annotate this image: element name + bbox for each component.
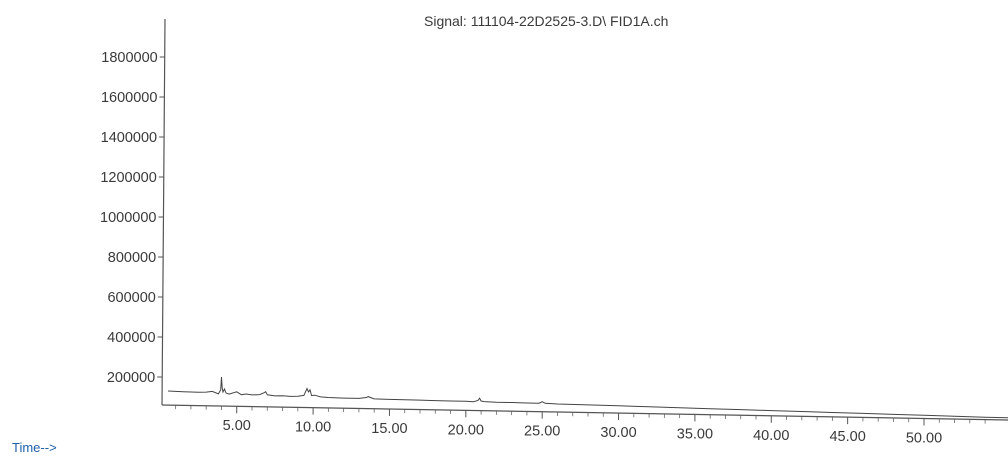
- y-tick-label: 1600000: [101, 90, 157, 106]
- x-tick-label: 10.00: [295, 420, 331, 436]
- y-tick-label: 600000: [107, 290, 155, 306]
- x-tick-label: 20.00: [448, 422, 484, 438]
- y-axis-ticks: 200000 400000 600000 800000 1000000 1200000 14…: [100, 50, 165, 386]
- y-tick-label: 400000: [107, 330, 155, 346]
- x-tick-label: 30.00: [600, 425, 636, 441]
- y-axis-line: [161, 18, 166, 406]
- y-tick-label: 200000: [107, 370, 155, 386]
- y-tick-label: 1000000: [100, 210, 156, 226]
- x-tick-label: 15.00: [371, 421, 407, 437]
- x-tick-label: 40.00: [753, 428, 789, 444]
- x-tick-label: 5.00: [223, 418, 251, 434]
- x-axis-line: [161, 404, 1008, 421]
- x-axis-label: Time-->: [12, 440, 57, 455]
- y-tick-label: 800000: [108, 250, 156, 266]
- chart-title: Signal: 111104-22D2525-3.D\ FID1A.ch: [424, 13, 668, 29]
- signal-trace: [167, 376, 1008, 419]
- x-tick-label: 35.00: [677, 426, 713, 442]
- x-tick-label: 25.00: [524, 424, 560, 440]
- x-tick-label: 50.00: [906, 431, 942, 447]
- x-tick-label: 45.00: [829, 429, 865, 445]
- y-tick-label: 1800000: [101, 50, 157, 66]
- y-tick-label: 1400000: [101, 130, 157, 146]
- x-axis-ticks: 5.00 10.00 15.00 20.00 25.00 30.00 35.00 40.00 4…: [223, 406, 942, 447]
- y-tick-label: 1200000: [100, 170, 156, 186]
